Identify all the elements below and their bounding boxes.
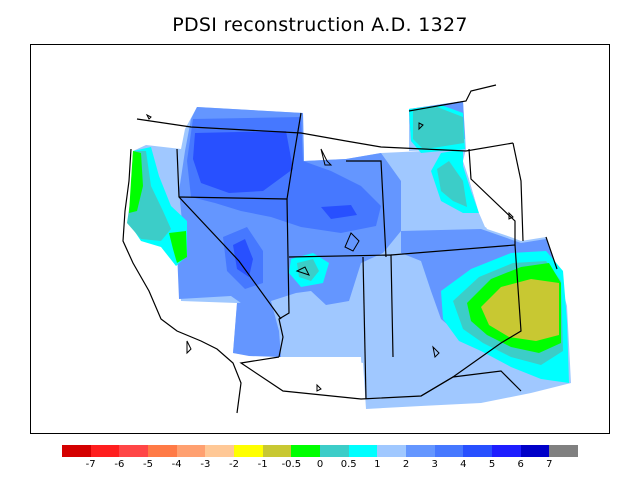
colorbar-tick-label: 1 [374,459,381,470]
colorbar-swatch [62,445,92,457]
colorbar-tick-label: 7 [546,459,553,470]
pdsi-field-blue-4b [233,239,253,277]
colorbar-swatch [90,445,120,457]
colorbar-swatch [262,445,292,457]
colorbar-swatch [520,445,550,457]
coastline-borders [122,84,558,414]
colorbar-tick-label: -2 [229,459,239,470]
pdsi-field-teal-north2 [437,161,467,207]
colorbar-swatch [348,445,378,457]
colorbar-swatch [463,445,493,457]
pdsi-field-green-coast [129,151,143,213]
colorbar-tick-label: 5 [488,459,496,470]
colorbar-tick-label: -5 [143,459,153,470]
pdsi-map [122,84,571,414]
pdsi-field-green-coast2 [169,231,187,263]
colorbar-swatch [549,445,579,457]
colorbar-tick-label: -0.5 [281,459,302,470]
colorbar-tick-label: -7 [85,459,96,470]
page-title: PDSI reconstruction A.D. 1327 [172,14,468,36]
colorbar-swatch [176,445,206,457]
colorbar-tick-label: 2 [402,459,410,470]
pdsi-field-blue-sw [233,301,281,357]
colorbar-swatch [291,445,321,457]
colorbar-tick-label: 0 [316,459,324,470]
pdsi-field-teal-ut [297,259,319,281]
colorbar-swatch [434,445,464,457]
pdsi-field-blue-4c [321,205,357,219]
colorbar-tick-label: 3 [431,459,438,470]
lakes [145,113,514,392]
colorbar-tick-label: -4 [171,459,182,470]
map-frame [30,44,610,434]
colorbar-tick-label: 0.5 [340,459,357,470]
colorbar-tick-label: -6 [114,459,125,470]
colorbar-swatch [320,445,350,457]
colorbar-swatch [234,445,264,457]
colorbar-tick-label: -3 [200,459,211,470]
no-data-south [281,357,363,401]
colorbar-swatch [148,445,178,457]
colorbar-swatch [377,445,407,457]
colorbar-tick-label: 6 [517,459,524,470]
colorbar-tick-label: -1 [257,459,268,470]
colorbar-tick-label: 4 [460,459,467,470]
colorbar-swatch [119,445,149,457]
pdsi-field-blue-4 [193,131,293,193]
pdsi-field-teal-north [413,107,464,149]
colorbar-swatch [492,445,522,457]
colorbar-legend: -7 -6 -5 -4 -3 -2 -1 -0.5 0 0.5 1 2 3 4 5 6 7 [62,445,579,475]
colorbar-swatch [406,445,436,457]
colorbar-swatch [205,445,235,457]
